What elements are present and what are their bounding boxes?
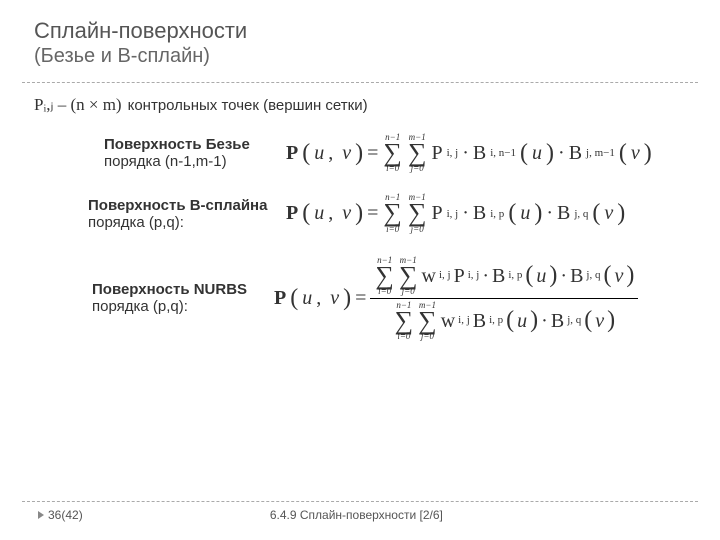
- P: P: [431, 142, 442, 165]
- footer: 36(42) 6.4.9 Сплайн-поверхности [2/6]: [0, 495, 720, 522]
- bspline-formula: P (u, v) = n−1 ∑ i=0 m−1 ∑ j=0 Pi, j · B…: [286, 193, 625, 233]
- content: Pᵢ,ⱼ – (n × m) контрольных точек (вершин…: [0, 95, 720, 342]
- B2: B: [569, 142, 582, 165]
- P: P: [431, 202, 442, 225]
- sum1: n−1 ∑ i=0: [383, 133, 402, 173]
- section-bspline: Поверхность В-сплайна порядка (p,q): P (…: [34, 193, 690, 233]
- numerator: n−1∑i=0 m−1∑j=0 wi, j Pi, j · Bi, p (u) …: [370, 254, 638, 298]
- triangle-icon: [38, 511, 44, 519]
- bspline-order: порядка (p,q):: [88, 214, 184, 231]
- slide-subtitle: (Безье и В-сплайн): [34, 44, 690, 68]
- sum2: m−1 ∑ j=0: [408, 193, 427, 233]
- nurbs-name: Поверхность NURBS: [92, 281, 247, 298]
- bezier-label: Поверхность Безье порядка (n-1,m-1): [104, 136, 274, 170]
- eq: =: [367, 142, 378, 165]
- nurbs-order: порядка (p,q):: [92, 298, 188, 315]
- fn: P: [286, 142, 298, 165]
- sum1: n−1 ∑ i=0: [383, 193, 402, 233]
- intro-math: Pᵢ,ⱼ – (n × m): [34, 95, 122, 115]
- bspline-label: Поверхность В-сплайна порядка (p,q):: [88, 197, 274, 231]
- section-bezier: Поверхность Безье порядка (n-1,m-1) P (u…: [34, 133, 690, 173]
- dot: ·: [462, 142, 469, 165]
- fn: P: [286, 202, 298, 225]
- B2: B: [557, 202, 570, 225]
- fn: P: [274, 287, 286, 310]
- nurbs-formula: P (u, v) = n−1∑i=0 m−1∑j=0 wi, j Pi, j ·…: [274, 254, 638, 343]
- B1: B: [473, 142, 486, 165]
- denominator: n−1∑i=0 m−1∑j=0 wi, j Bi, p (u) · Bj, q …: [390, 299, 620, 343]
- section-nurbs: Поверхность NURBS порядка (p,q): P (u, v…: [34, 254, 690, 343]
- sum2: m−1 ∑ j=0: [408, 133, 427, 173]
- eq: =: [367, 202, 378, 225]
- footer-section: 6.4.9 Сплайн-поверхности [2/6]: [83, 508, 690, 522]
- bezier-formula: P (u, v) = n−1 ∑ i=0 m−1 ∑ j=0 Pi, j · B…: [286, 133, 652, 173]
- bspline-name: Поверхность В-сплайна: [88, 197, 267, 214]
- dot2: ·: [546, 202, 553, 225]
- bezier-order: порядка (n-1,m-1): [104, 153, 227, 170]
- B1: B: [473, 202, 486, 225]
- title-block: Сплайн-поверхности (Безье и В-сплайн): [0, 0, 720, 76]
- page-number: 36(42): [48, 508, 83, 522]
- page-marker: 36(42): [38, 508, 83, 522]
- intro-text: контрольных точек (вершин сетки): [128, 97, 368, 114]
- slide-title: Сплайн-поверхности: [34, 18, 690, 44]
- nurbs-fraction: n−1∑i=0 m−1∑j=0 wi, j Pi, j · Bi, p (u) …: [370, 254, 638, 343]
- intro-line: Pᵢ,ⱼ – (n × m) контрольных точек (вершин…: [34, 95, 690, 115]
- divider-bottom: [22, 501, 698, 502]
- divider-top: [22, 82, 698, 83]
- dot2: ·: [558, 142, 565, 165]
- eq: =: [355, 287, 366, 310]
- bezier-name: Поверхность Безье: [104, 136, 250, 153]
- nurbs-label: Поверхность NURBS порядка (p,q):: [92, 281, 262, 315]
- dot: ·: [462, 202, 469, 225]
